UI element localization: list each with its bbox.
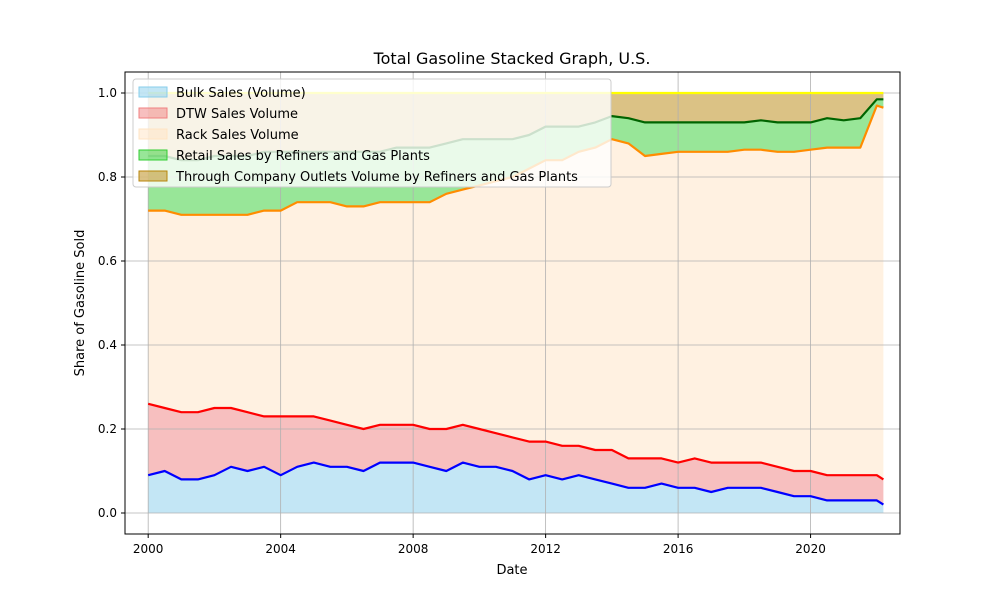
y-tick-label: 0.6	[98, 254, 117, 268]
legend-label: Rack Sales Volume	[176, 128, 299, 143]
x-tick-label: 2016	[663, 542, 694, 556]
legend-label: Bulk Sales (Volume)	[176, 86, 306, 101]
legend-label: Retail Sales by Refiners and Gas Plants	[176, 149, 430, 164]
x-tick-label: 2004	[265, 542, 296, 556]
legend-box	[132, 78, 612, 188]
y-tick-label: 1.0	[98, 86, 117, 100]
legend-swatch	[138, 107, 168, 119]
y-tick-label: 0.2	[98, 422, 117, 436]
legend-swatch	[138, 149, 168, 161]
legend-swatch	[138, 128, 168, 140]
area-1	[148, 462, 884, 513]
y-tick-label: 0.8	[98, 170, 117, 184]
legend: Bulk Sales (Volume) DTW Sales Volume Rack …	[132, 78, 612, 188]
legend-swatch	[138, 170, 168, 182]
legend-label: Through Company Outlets Volume by Refine…	[175, 170, 578, 185]
x-tick-label: 2008	[398, 542, 429, 556]
x-axis-label: Date	[496, 563, 527, 578]
x-tick-label: 2020	[795, 542, 826, 556]
area-3	[148, 105, 884, 480]
x-tick-label: 2000	[133, 542, 164, 556]
legend-label: DTW Sales Volume	[176, 107, 298, 122]
series-line-1	[147, 461, 884, 506]
chart-title: Total Gasoline Stacked Graph, U.S.	[373, 49, 651, 68]
y-axis-label: Share of Gasoline Sold	[73, 230, 88, 377]
legend-swatch	[138, 86, 168, 98]
series-line-2	[147, 402, 884, 481]
y-tick-label: 0.4	[98, 338, 117, 352]
plot-frame	[124, 71, 901, 535]
y-tick-label: 0.0	[98, 506, 117, 520]
x-tick-label: 2012	[530, 542, 561, 556]
